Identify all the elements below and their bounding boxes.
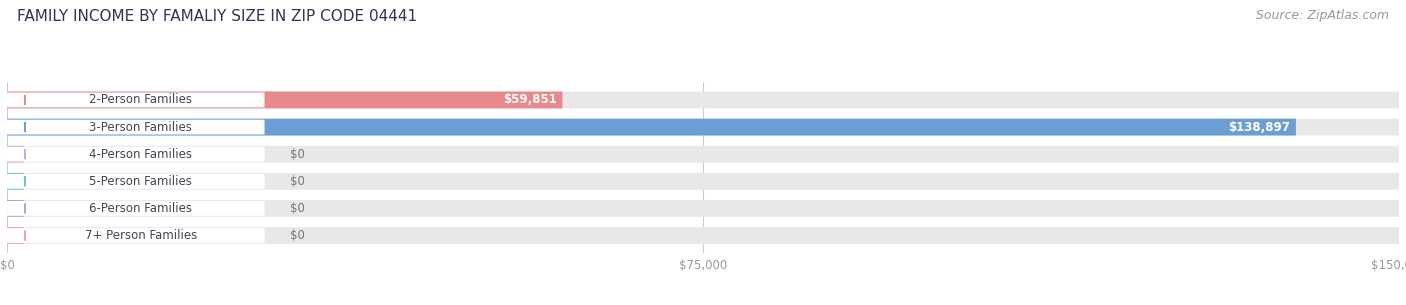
Text: $59,851: $59,851 [503, 93, 557, 106]
FancyBboxPatch shape [7, 200, 1399, 217]
Text: 3-Person Families: 3-Person Families [90, 120, 193, 134]
Text: $0: $0 [290, 202, 305, 215]
Text: FAMILY INCOME BY FAMALIY SIZE IN ZIP CODE 04441: FAMILY INCOME BY FAMALIY SIZE IN ZIP COD… [17, 9, 418, 24]
Text: 5-Person Families: 5-Person Families [90, 175, 193, 188]
Text: Source: ZipAtlas.com: Source: ZipAtlas.com [1256, 9, 1389, 22]
Text: $0: $0 [290, 229, 305, 242]
FancyBboxPatch shape [7, 173, 1399, 190]
FancyBboxPatch shape [7, 93, 264, 107]
Text: $0: $0 [290, 175, 305, 188]
FancyBboxPatch shape [7, 201, 264, 216]
Text: 6-Person Families: 6-Person Families [90, 202, 193, 215]
FancyBboxPatch shape [7, 200, 24, 217]
FancyBboxPatch shape [7, 227, 24, 244]
FancyBboxPatch shape [7, 173, 24, 190]
Text: 4-Person Families: 4-Person Families [90, 148, 193, 161]
Text: 7+ Person Families: 7+ Person Families [84, 229, 197, 242]
Text: $138,897: $138,897 [1229, 120, 1291, 134]
FancyBboxPatch shape [7, 174, 264, 189]
Text: 2-Person Families: 2-Person Families [90, 93, 193, 106]
FancyBboxPatch shape [7, 92, 1399, 108]
FancyBboxPatch shape [7, 146, 24, 163]
FancyBboxPatch shape [7, 119, 1399, 135]
FancyBboxPatch shape [7, 119, 1296, 135]
Text: $0: $0 [290, 148, 305, 161]
FancyBboxPatch shape [7, 228, 264, 243]
FancyBboxPatch shape [7, 120, 264, 135]
FancyBboxPatch shape [7, 147, 264, 162]
FancyBboxPatch shape [7, 227, 1399, 244]
FancyBboxPatch shape [7, 146, 1399, 163]
FancyBboxPatch shape [7, 92, 562, 108]
